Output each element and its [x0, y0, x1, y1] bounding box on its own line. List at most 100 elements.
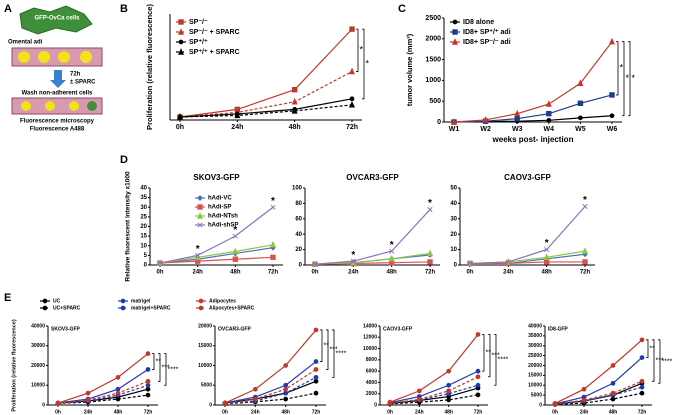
legend-label: hAdi-NTsh: [208, 214, 238, 220]
dish: [11, 97, 103, 115]
legend-label: SP⁻/⁻ + SPARC: [189, 29, 240, 36]
cell-cluster: [19, 5, 93, 35]
marker: [427, 249, 433, 257]
legend-marker: [178, 39, 184, 45]
diagram: GFP-OvCa cells Omental adi 72h ± SPARC W…: [8, 5, 103, 133]
diagram-text: 72h: [70, 72, 81, 78]
y-tick-label: 0: [539, 402, 542, 408]
annotation: *: [233, 225, 237, 236]
marker: [115, 390, 121, 396]
marker: [283, 382, 289, 388]
marker: [578, 115, 583, 121]
marker: [349, 96, 355, 102]
y-tick-label: 0: [374, 402, 377, 408]
chart: 0 20 40 60 80 100 0h 24h 48h 72h OVCAR3-GFP * * *: [292, 173, 440, 276]
x-tick-label: W5: [575, 126, 586, 133]
y-tick-label: 8000: [366, 357, 377, 363]
diagram-text: Fluorescence microscopy: [20, 119, 95, 125]
marker: [115, 386, 121, 392]
marker: [145, 378, 151, 384]
x-tick-label: 72h: [580, 270, 591, 276]
marker: [291, 87, 298, 93]
legend-marker: [197, 222, 203, 228]
y-tick-label: 30: [450, 216, 457, 222]
legend-marker: [198, 298, 204, 304]
marker: [475, 382, 481, 388]
marker: [446, 368, 452, 374]
x-tick-label: W3: [512, 126, 523, 133]
marker: [349, 100, 355, 108]
series-line: [159, 256, 274, 264]
legend-marker: [452, 19, 458, 25]
bracket: [356, 28, 359, 72]
y-tick-label: 20000: [528, 363, 542, 369]
marker: [85, 390, 91, 396]
y-tick-label: 14000: [363, 323, 377, 329]
bracket: [488, 334, 491, 378]
y-tick-label: 25000: [528, 353, 542, 359]
x-tick-label: 24h: [415, 409, 424, 415]
marker: [270, 254, 276, 261]
marker: [482, 115, 489, 123]
legend-marker: [120, 298, 126, 304]
marker: [610, 363, 616, 368]
annotation: *: [360, 45, 364, 55]
marker: [291, 97, 298, 105]
chart: 0 5 10 15 20 25 30 35 40 0h 24h 48h 72h SKOV3-GFP Rela…: [125, 171, 283, 282]
y-tick-label: 15000: [528, 373, 542, 379]
marker: [427, 207, 433, 213]
y-tick-label: 0: [42, 402, 45, 408]
y-tick-label: 10000: [528, 383, 542, 389]
y-tick-label: 15: [140, 234, 147, 240]
annotation: ****: [662, 358, 673, 365]
marker: [543, 259, 550, 265]
marker: [145, 392, 151, 398]
marker: [283, 396, 289, 402]
y-tick-label: 4000: [366, 380, 377, 386]
chart-title: CAOV3-GFP: [383, 326, 413, 332]
y-tick-label: 60: [295, 216, 302, 222]
annotation: *: [620, 63, 624, 73]
marker: [446, 388, 452, 394]
legend-label: hAdi-VC: [208, 196, 232, 202]
adipocyte: [58, 51, 70, 63]
x-tick-label: 0h: [156, 270, 163, 276]
marker: [232, 233, 238, 239]
marker: [446, 382, 452, 388]
bracket: [320, 329, 323, 362]
y-axis-label: Proliferation (relative fluorescence): [11, 319, 17, 411]
marker: [222, 401, 228, 407]
legend-marker: [42, 298, 48, 304]
marker: [582, 247, 588, 254]
x-tick-label: 0h: [55, 409, 61, 415]
legend-marker: [197, 204, 203, 210]
marker: [639, 337, 645, 343]
series-line: [179, 104, 353, 118]
marker: [609, 37, 615, 45]
marker: [177, 113, 183, 120]
x-tick-label: 48h: [444, 409, 453, 415]
annotation: **: [650, 346, 656, 353]
adipocyte: [18, 51, 30, 63]
y-tick-label: 0: [299, 263, 303, 269]
bracket: [326, 329, 329, 370]
marker: [312, 261, 318, 267]
x-tick-label: 48h: [289, 124, 301, 131]
marker: [582, 203, 588, 210]
marker: [145, 367, 151, 372]
marker: [252, 386, 258, 392]
y-tick-label: 15000: [198, 343, 212, 349]
chart-title: ID8-GFP: [548, 326, 568, 332]
adipocyte: [21, 101, 31, 111]
x-tick-label: 72h: [144, 409, 153, 415]
marker: [610, 396, 616, 402]
bracket: [622, 41, 625, 117]
annotation: *: [428, 198, 432, 209]
marker: [283, 363, 289, 368]
y-tick-label: 20: [450, 232, 457, 238]
marker: [416, 388, 422, 394]
annotation: *: [196, 244, 200, 255]
chart: 0 500 1000 1500 2000 2500 W1 W2 W3 W4 W5 W6 tumor vo…: [405, 15, 636, 144]
legend-marker: [42, 305, 48, 311]
y-tick-label: 1500: [425, 56, 441, 63]
